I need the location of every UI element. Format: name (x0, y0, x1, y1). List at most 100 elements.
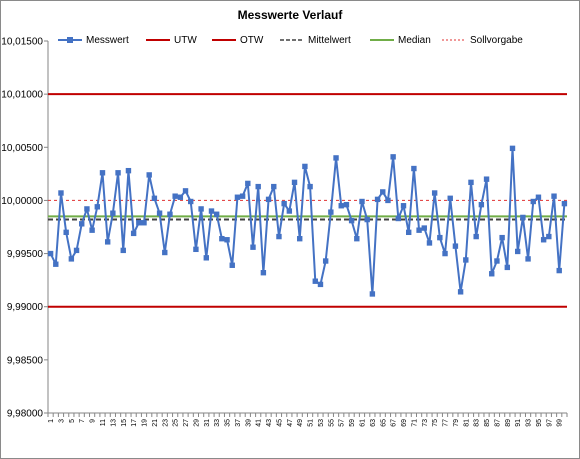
x-tick-label: 61 (359, 419, 366, 427)
data-point-messwert (115, 170, 121, 176)
x-tick-label: 43 (266, 419, 273, 427)
data-point-messwert (354, 235, 360, 242)
x-tick-label: 85 (484, 419, 491, 427)
data-point-messwert (546, 233, 552, 240)
legend-swatch-median (370, 39, 394, 41)
x-tick-label: 97 (546, 419, 553, 427)
x-tick-label: 67 (391, 419, 398, 427)
data-point-messwert (406, 229, 412, 236)
x-tick-label: 39 (245, 419, 252, 427)
data-point-messwert (478, 201, 485, 208)
data-point-messwert (431, 190, 438, 196)
data-point-messwert (421, 225, 427, 231)
x-tick-label: 83 (474, 419, 481, 427)
x-tick-label: 79 (453, 419, 460, 427)
data-point-messwert (328, 209, 334, 215)
x-tick-label: 75 (432, 419, 439, 427)
legend-swatch-mittelwert (280, 39, 304, 41)
x-tick-label: 63 (370, 419, 377, 427)
data-point-messwert (84, 206, 90, 212)
data-point-messwert (120, 247, 126, 254)
legend-swatch-messwert (58, 37, 82, 43)
data-point-messwert (146, 172, 152, 178)
data-point-messwert (198, 206, 204, 212)
data-point-messwert (364, 216, 370, 223)
x-tick-label: 11 (100, 419, 107, 426)
data-point-messwert (255, 183, 261, 190)
y-tick-label: 10,00500 (1, 143, 43, 154)
y-tick-label: 10,01000 (1, 90, 43, 101)
data-point-messwert (213, 211, 220, 217)
x-tick-label: 29 (193, 419, 200, 427)
data-point-messwert (219, 235, 225, 242)
data-point-messwert (307, 183, 313, 190)
data-point-messwert (302, 163, 308, 170)
y-tick-label: 10,00000 (1, 196, 43, 207)
data-point-messwert (125, 167, 132, 174)
legend-swatch-sollvorgabe (442, 39, 466, 41)
x-tick-label: 57 (339, 419, 346, 427)
x-tick-label: 91 (515, 419, 522, 427)
legend-item-median: Median (370, 33, 431, 47)
data-point-messwert (556, 267, 562, 274)
x-tick-label: 45 (276, 419, 283, 427)
data-point-messwert (343, 201, 350, 208)
data-point-messwert (224, 237, 230, 243)
data-point-messwert (167, 211, 173, 217)
data-point-messwert (271, 183, 277, 190)
data-point-messwert (281, 200, 287, 207)
data-point-messwert (483, 176, 490, 182)
series-line-messwert (49, 147, 566, 295)
data-point-messwert (250, 244, 256, 250)
data-point-messwert (260, 270, 267, 276)
data-point-messwert (385, 197, 391, 204)
data-point-messwert (193, 246, 199, 253)
x-tick-label: 41 (256, 419, 263, 427)
data-point-messwert (499, 234, 505, 241)
data-point-messwert (551, 193, 557, 199)
legend-label-mittelwert: Mittelwert (308, 34, 351, 46)
x-tick-label: 5 (69, 419, 76, 423)
data-point-messwert (276, 233, 282, 240)
x-tick-label: 7 (79, 419, 86, 423)
data-point-messwert (525, 256, 531, 262)
data-point-messwert (468, 179, 474, 186)
chart-title: Messwerte Verlauf (237, 8, 343, 22)
data-point-messwert (530, 198, 536, 205)
x-tick-label: 33 (214, 419, 221, 427)
x-tick-label: 65 (380, 419, 387, 427)
legend-label-utw: UTW (174, 34, 197, 46)
legend-label-otw: OTW (240, 34, 264, 46)
x-tick-label: 21 (152, 419, 159, 427)
data-point-messwert (156, 210, 163, 216)
x-tick-label: 55 (328, 419, 335, 427)
legend-item-mittelwert: Mittelwert (280, 33, 351, 47)
data-point-messwert (182, 188, 189, 194)
data-point-messwert (312, 278, 318, 284)
legend-label-messwert: Messwert (86, 34, 129, 46)
x-tick-label: 69 (401, 419, 408, 427)
data-point-messwert (447, 195, 453, 202)
x-tick-label: 17 (131, 419, 138, 427)
data-point-messwert (416, 227, 422, 233)
x-tick-label: 15 (121, 419, 128, 427)
x-tick-label: 9 (90, 419, 97, 423)
legend-label-median: Median (398, 34, 431, 46)
y-tick-label: 9,99000 (7, 302, 44, 313)
x-tick-label: 73 (422, 419, 429, 427)
data-point-messwert (509, 145, 516, 152)
data-point-messwert (89, 227, 95, 233)
data-point-messwert (94, 204, 101, 210)
legend-swatch-utw (146, 39, 170, 41)
data-point-messwert (442, 250, 448, 257)
data-point-messwert (110, 210, 116, 216)
data-point-messwert (369, 291, 376, 297)
x-tick-label: 27 (183, 419, 190, 427)
data-point-messwert (53, 261, 59, 267)
data-point-messwert (177, 194, 184, 200)
data-point-messwert (473, 233, 479, 240)
data-point-messwert (79, 221, 85, 227)
x-tick-label: 47 (287, 419, 294, 427)
